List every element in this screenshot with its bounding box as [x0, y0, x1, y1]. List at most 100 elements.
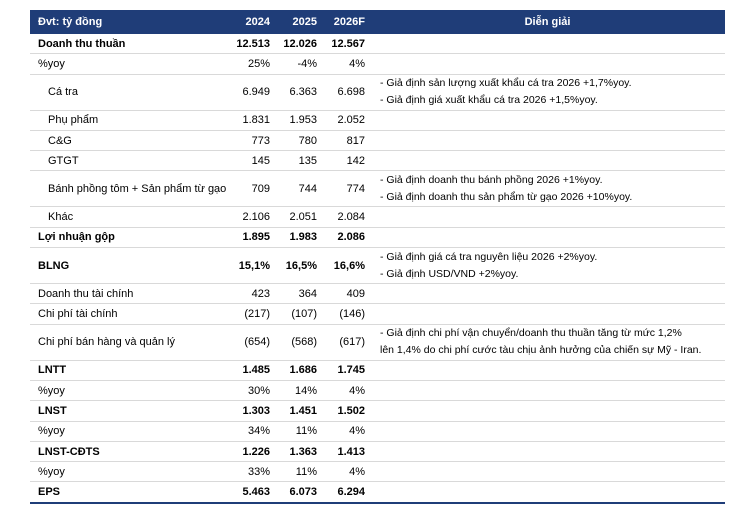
note-cell	[370, 441, 725, 463]
cell-value: 817	[322, 130, 370, 152]
cell-value: 1.485	[228, 360, 275, 381]
row-label: GTGT	[30, 150, 228, 172]
cell-value: 6.073	[275, 481, 322, 504]
table-row: %yoy 34% 11% 4%	[30, 421, 725, 442]
cell-value: (217)	[228, 303, 275, 325]
row-label: LNTT	[30, 360, 228, 381]
note-cell	[370, 206, 725, 228]
cell-value: 6.949	[228, 74, 275, 111]
note-cell	[370, 461, 725, 483]
cell-value: (654)	[228, 324, 275, 361]
cell-value: 2.106	[228, 206, 275, 228]
row-label: Chi phí bán hàng và quản lý	[30, 324, 228, 361]
unit-header: Đvt: tỷ đồng	[30, 10, 228, 34]
table-row: Phụ phẩm 1.831 1.953 2.052	[30, 110, 725, 131]
row-label: BLNG	[30, 247, 228, 285]
note-cell	[370, 481, 725, 504]
row-label: Lợi nhuận gộp	[30, 227, 228, 249]
cell-value: 1.686	[275, 360, 322, 381]
table-row: Lợi nhuận gộp 1.895 1.983 2.086	[30, 227, 725, 249]
year-header: 2026F	[322, 10, 370, 34]
cell-value: 4%	[322, 421, 370, 442]
financial-table: Đvt: tỷ đồng 2024 2025 2026F Diễn giải Doanh…	[30, 10, 725, 504]
cell-value: 33%	[228, 461, 275, 483]
cell-value: 6.294	[322, 481, 370, 504]
cell-value: 1.363	[275, 441, 322, 463]
row-label: %yoy	[30, 461, 228, 483]
cell-value: (617)	[322, 324, 370, 361]
cell-value: (568)	[275, 324, 322, 361]
note-line: - Giả định sản lượng xuất khẩu cá tra 20…	[380, 77, 632, 90]
cell-value: 12.026	[275, 34, 322, 55]
cell-value: 1.745	[322, 360, 370, 381]
note-cell	[370, 130, 725, 152]
cell-value: 1.953	[275, 110, 322, 131]
cell-value: 4%	[322, 461, 370, 483]
note-cell	[370, 34, 725, 55]
cell-value: 25%	[228, 53, 275, 75]
cell-value: (146)	[322, 303, 370, 325]
note-cell: - Giả định giá cá tra nguyên liệu 2026 +…	[370, 247, 725, 285]
row-label: %yoy	[30, 380, 228, 402]
note-cell	[370, 150, 725, 172]
cell-value: 423	[228, 283, 275, 305]
table-row: Khác 2.106 2.051 2.084	[30, 206, 725, 228]
cell-value: 1.226	[228, 441, 275, 463]
cell-value: 1.303	[228, 400, 275, 422]
row-label: EPS	[30, 481, 228, 504]
note-line: - Giả định giá cá tra nguyên liệu 2026 +…	[380, 250, 598, 263]
cell-value: 12.567	[322, 34, 370, 55]
row-label: LNST	[30, 400, 228, 422]
note-line: - Giả định chi phí vận chuyển/doanh thu …	[380, 327, 682, 340]
table-row: LNST-CĐTS 1.226 1.363 1.413	[30, 441, 725, 463]
row-label: Doanh thu thuần	[30, 34, 228, 55]
note-cell	[370, 283, 725, 305]
note-line: lên 1,4% do chi phí cước tàu chịu ảnh hư…	[380, 344, 702, 357]
cell-value: 30%	[228, 380, 275, 402]
cell-value: 12.513	[228, 34, 275, 55]
cell-value: 11%	[275, 461, 322, 483]
row-label: C&G	[30, 130, 228, 152]
table-row: GTGT 145 135 142	[30, 150, 725, 172]
note-cell: - Giả định sản lượng xuất khẩu cá tra 20…	[370, 74, 725, 111]
cell-value: 16,5%	[275, 247, 322, 285]
row-label: Khác	[30, 206, 228, 228]
cell-value: 16,6%	[322, 247, 370, 285]
note-cell: - Giả định doanh thu bánh phồng 2026 +1%…	[370, 170, 725, 208]
cell-value: 135	[275, 150, 322, 172]
note-line: - Giả định doanh thu bánh phồng 2026 +1%…	[380, 173, 603, 186]
row-label: Phụ phẩm	[30, 110, 228, 131]
row-label: Doanh thu tài chính	[30, 283, 228, 305]
cell-value: 1.831	[228, 110, 275, 131]
table-row: Bánh phồng tôm + Sản phẩm từ gạo 709 744 77…	[30, 170, 725, 208]
cell-value: 709	[228, 170, 275, 208]
row-label: Bánh phồng tôm + Sản phẩm từ gạo	[30, 170, 228, 208]
row-label: %yoy	[30, 53, 228, 75]
cell-value: 6.698	[322, 74, 370, 111]
cell-value: 1.451	[275, 400, 322, 422]
cell-value: 11%	[275, 421, 322, 442]
table-row: Doanh thu thuần 12.513 12.026 12.567	[30, 34, 725, 55]
note-cell: - Giả định chi phí vận chuyển/doanh thu …	[370, 324, 725, 361]
cell-value: 2.051	[275, 206, 322, 228]
table-row: Chi phí tài chính (217) (107) (146)	[30, 303, 725, 325]
cell-value: 4%	[322, 53, 370, 75]
note-line: - Giả định doanh thu sản phẩm từ gạo 202…	[380, 190, 633, 203]
cell-value: 5.463	[228, 481, 275, 504]
cell-value: 142	[322, 150, 370, 172]
note-header: Diễn giải	[370, 10, 725, 34]
table-row: %yoy 25% -4% 4%	[30, 53, 725, 75]
table-row: LNST 1.303 1.451 1.502	[30, 400, 725, 422]
row-label: LNST-CĐTS	[30, 441, 228, 463]
cell-value: 34%	[228, 421, 275, 442]
note-line: - Giả định giá xuất khẩu cá tra 2026 +1,…	[380, 94, 598, 107]
year-header: 2025	[275, 10, 322, 34]
cell-value: 1.502	[322, 400, 370, 422]
cell-value: 2.084	[322, 206, 370, 228]
table-row: BLNG 15,1% 16,5% 16,6% - Giả định giá cá tra…	[30, 247, 725, 285]
table-row: %yoy 30% 14% 4%	[30, 380, 725, 402]
note-cell	[370, 421, 725, 442]
note-cell	[370, 227, 725, 249]
cell-value: 6.363	[275, 74, 322, 111]
